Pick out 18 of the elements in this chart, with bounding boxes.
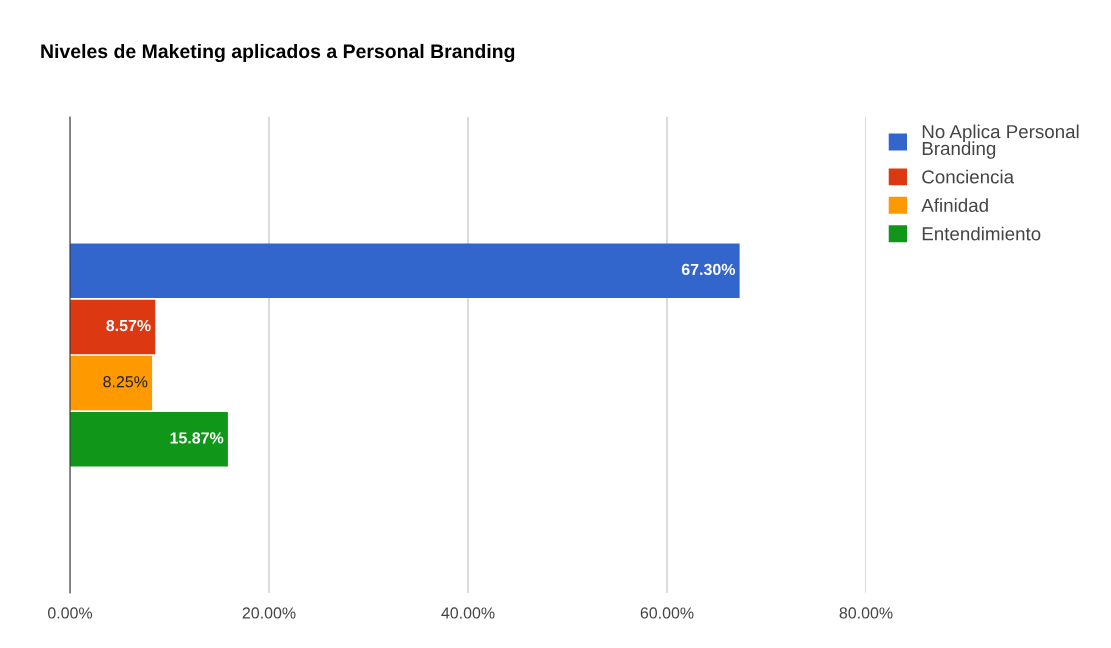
legend-label: No Aplica Personal Branding [922,124,1079,159]
data-label: 15.87% [170,432,224,444]
x-tick-label: 60.00% [640,607,694,619]
legend-label: Conciencia [922,169,1015,184]
data-label: 8.25% [103,376,148,388]
x-tick-label: 40.00% [441,607,495,619]
x-tick-label: 20.00% [242,607,296,619]
chart-title: Niveles de Maketing aplicados a Personal Branding [41,43,515,63]
legend-label: Afinidad [921,198,988,212]
bar [70,355,153,411]
x-tick-label: 80.00% [839,607,893,619]
data-label: 8.57% [106,319,151,332]
data-label: 67.30% [681,263,736,276]
x-tick-label: 0.00% [47,607,93,619]
bar [70,299,156,355]
legend-label: Entendimiento [922,226,1041,241]
bar [70,412,228,467]
bar [70,243,740,298]
